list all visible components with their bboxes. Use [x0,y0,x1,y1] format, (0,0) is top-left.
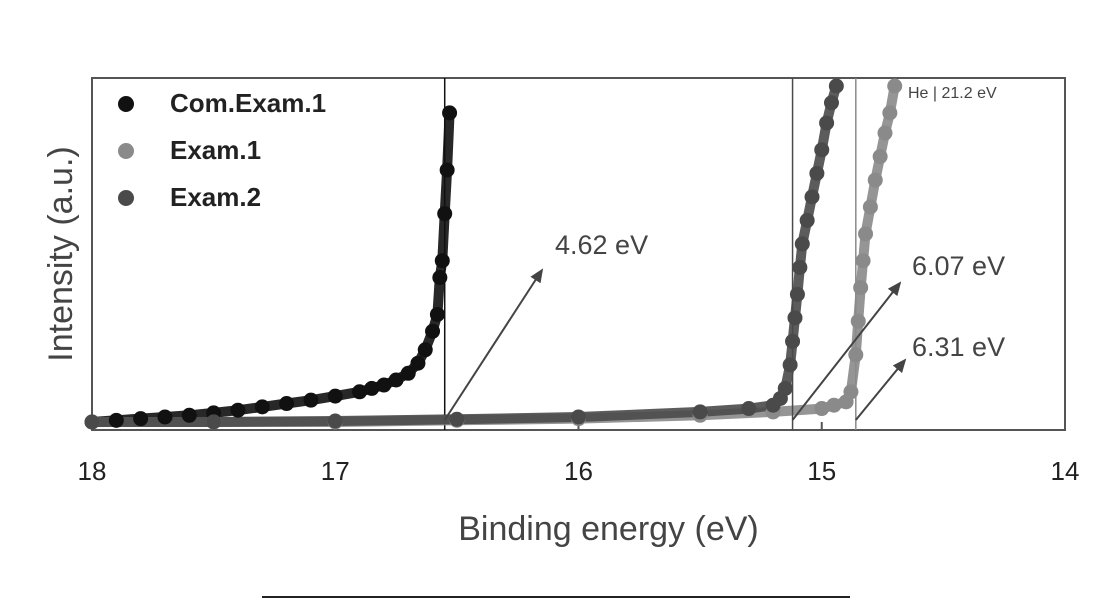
annotation-arrow [855,358,907,421]
legend-label: Com.Exam.1 [170,88,326,118]
data-point [571,409,586,425]
data-point [437,206,453,222]
data-point [823,95,839,111]
data-point [254,399,270,415]
data-point [432,270,448,286]
data-point [410,355,426,371]
data-point [858,226,874,242]
data-point [425,323,441,339]
lines-layer [87,78,900,430]
data-point [417,342,433,358]
legend-label: Exam.2 [170,182,261,212]
data-point [867,172,883,188]
data-point [303,392,319,408]
data-point [814,401,830,417]
points-layer [84,78,903,430]
x-tick-label: 18 [78,456,107,486]
data-point [181,407,197,423]
data-point [400,365,416,381]
annotation-label: 4.62 eV [555,230,648,260]
data-point [789,286,805,302]
data-point [84,414,100,430]
data-point [794,236,810,252]
y-axis-title: Intensity (a.u.) [42,146,80,361]
data-point [327,388,343,404]
legend-marker [118,190,134,206]
data-point [887,78,903,94]
data-point [853,280,869,296]
x-axis-title: Binding energy (eV) [458,510,759,548]
x-tick-label: 15 [807,456,836,486]
data-point [439,162,455,178]
legend-label: Exam.1 [170,135,261,165]
arrow-layer [443,268,907,421]
data-point [799,212,815,228]
data-point [787,310,803,326]
data-point [826,397,842,413]
data-point [843,384,859,400]
data-point [814,142,830,158]
data-point [782,357,798,373]
data-point [449,411,465,427]
data-point [819,115,835,131]
corner-label: He | 21.2 eV [908,85,997,102]
data-point [777,380,793,396]
data-point [429,306,445,322]
data-point [828,78,844,94]
data-point [850,313,866,329]
annotation-arrow [791,281,902,421]
data-point [376,377,392,393]
data-point [442,105,458,121]
data-point [862,199,878,215]
data-point [855,253,871,269]
data-point [279,396,295,412]
data-point [872,149,888,165]
annotation-label: 6.31 eV [912,332,1005,362]
data-point [206,414,222,430]
annotation-arrow [443,268,544,421]
data-point [133,411,149,427]
data-point [157,409,173,425]
x-tick-label: 14 [1051,456,1080,486]
data-point [352,384,368,400]
data-point [364,380,380,396]
data-point [848,347,864,363]
data-point [792,259,808,275]
data-point [804,189,820,205]
legend-marker [118,143,134,159]
text-layer: 18 17 16 15 14 Binding energy (eV) Intensity (… [42,85,1079,548]
x-tick-label: 17 [321,456,350,486]
data-point [877,125,893,141]
data-point [882,105,898,121]
legend-marker [118,96,134,112]
data-point [809,165,825,181]
annotation-label: 6.07 eV [912,251,1005,281]
data-point [741,401,757,417]
data-point [692,404,708,420]
data-point [785,333,801,349]
data-point [388,372,404,388]
data-point [108,412,124,428]
data-point [230,402,246,418]
x-tick-label: 16 [564,456,593,486]
data-point [327,413,343,429]
data-point [434,253,450,269]
